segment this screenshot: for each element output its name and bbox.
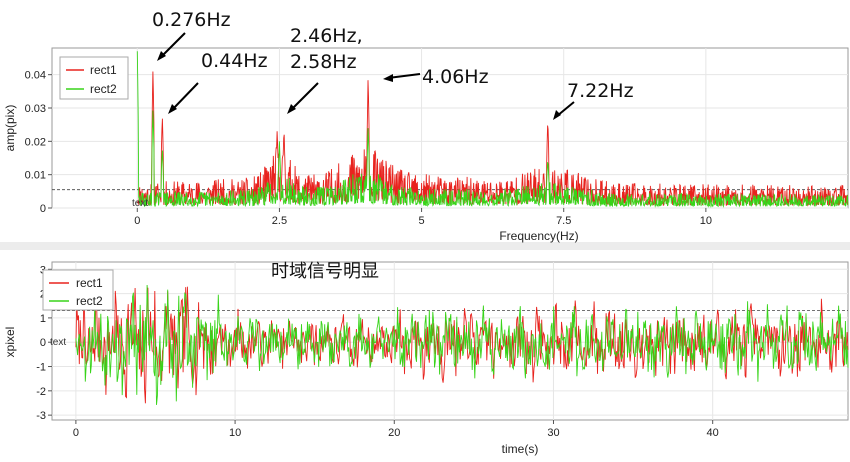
arrow-head: [383, 74, 393, 82]
y-tick-label: -3: [36, 410, 46, 422]
legend-label: rect1: [76, 276, 103, 290]
arrow-head: [553, 110, 561, 120]
arrow-head: [168, 104, 177, 114]
x-tick-label: 0: [134, 215, 140, 227]
annotation-label: 2.58Hz: [290, 51, 357, 73]
peak-annotations: 0.276Hz 0.44Hz 2.46Hz, 2.58Hz 4.06Hz 7.2…: [152, 9, 634, 120]
x-tick-label: 10: [229, 427, 241, 439]
arrow-head: [157, 51, 166, 61]
legend-label: rect2: [76, 294, 103, 308]
y-tick-label: 0.04: [25, 70, 46, 82]
annotation-label: 0.276Hz: [152, 9, 231, 31]
annotation-arrow: [160, 32, 186, 58]
y-tick-label: 0: [40, 337, 46, 349]
series-line-rect2: [75, 284, 849, 405]
legend-box: [42, 269, 114, 311]
x-tick-label: 30: [547, 427, 559, 439]
annotation-arrow: [290, 82, 319, 111]
x-tick-label: 10: [700, 215, 712, 227]
x-tick-label: 2.5: [272, 215, 287, 227]
legend-label: rect1: [90, 63, 117, 77]
x-tick-label: 20: [388, 427, 400, 439]
frequency-panel: 00.010.020.030.04 0 2.5 5 7.5 10 text rect1 …: [3, 47, 849, 243]
y-axis-label: amp(pix): [3, 105, 17, 152]
x-axis-label: Frequency(Hz): [499, 229, 578, 243]
arrow-head: [287, 104, 296, 114]
x-tick-label: 40: [707, 427, 719, 439]
y-tick-label: 1: [40, 313, 46, 325]
in-plot-label: text: [50, 337, 66, 348]
x-tick-label: 5: [419, 215, 425, 227]
y-tick-label: -1: [36, 362, 46, 374]
panel-divider: [0, 242, 850, 250]
y-tick-label: 0.02: [25, 136, 46, 148]
annotation-label: 7.22Hz: [567, 80, 634, 102]
annotation-note: 时域信号明显: [271, 261, 379, 282]
annotation-arrow: [171, 82, 199, 111]
y-tick-label: 0.01: [25, 170, 46, 182]
annotation-arrow: [556, 101, 575, 117]
x-tick-label: 0: [73, 427, 79, 439]
y-axis-label: xpixel: [3, 327, 17, 358]
in-plot-label: text: [132, 198, 148, 209]
y-tick-label: 0.03: [25, 103, 46, 115]
series-line-rect2: [136, 51, 849, 208]
x-axis-label: time(s): [502, 442, 539, 456]
y-tick-label: 0: [40, 203, 46, 215]
annotation-label: 4.06Hz: [422, 66, 489, 88]
annotation-label: 0.44Hz: [201, 50, 268, 72]
legend-label: rect2: [90, 82, 117, 96]
legend-box: [59, 56, 129, 100]
annotation-arrow: [387, 73, 421, 79]
annotation-label: 2.46Hz,: [290, 25, 363, 47]
x-tick-label: 7.5: [556, 215, 571, 227]
y-tick-label: -2: [36, 386, 46, 398]
